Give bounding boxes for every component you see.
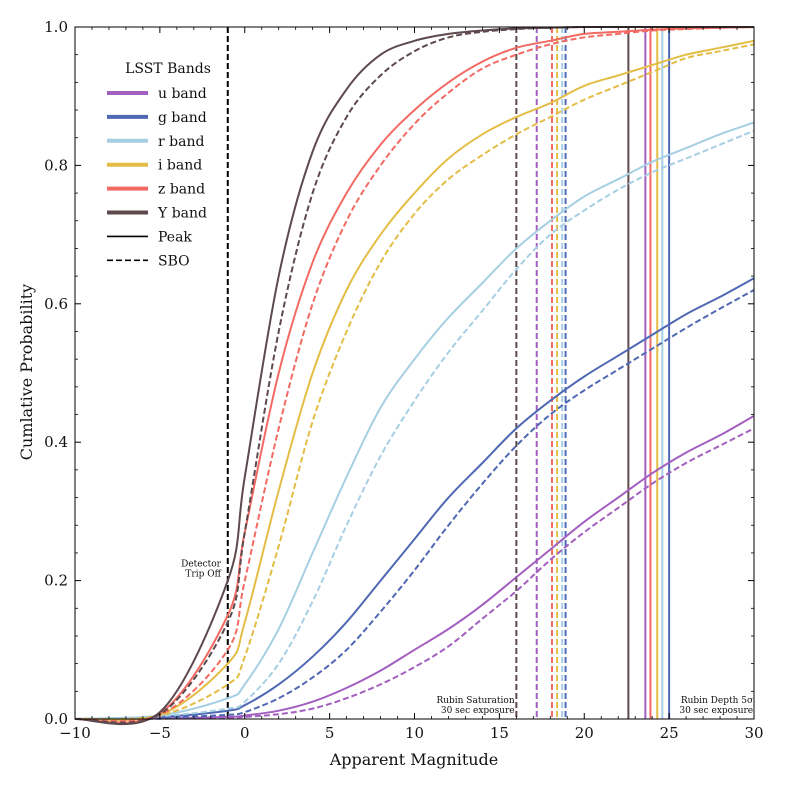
series-line-3 — [74, 289, 755, 720]
y-tick-label-3: 0.6 — [44, 295, 68, 313]
x-tick-label-1: −5 — [149, 724, 171, 742]
series-line-10 — [74, 25, 754, 726]
legend-title: LSST Bands — [125, 61, 211, 77]
annotation-0-line-0: Detector — [181, 560, 222, 570]
x-tick-label-4: 10 — [405, 724, 424, 742]
axes-frame — [74, 26, 755, 720]
series-line-9 — [74, 26, 755, 723]
annotation-1-line-0: Rubin Saturation — [436, 696, 514, 706]
legend-label-6: Peak — [158, 229, 192, 245]
series-line-0 — [74, 415, 755, 720]
x-tick-label-7: 25 — [660, 724, 679, 742]
y-tick-label-0: 0.0 — [44, 710, 68, 728]
legend-label-2: r band — [158, 134, 204, 150]
x-tick-label-0: −10 — [59, 724, 91, 742]
axes: −10 −5 0 5 10 15 20 25 30 0.0 0.2 0.4 0.6 0.8 1.0 — [44, 18, 763, 742]
legend-label-4: z band — [158, 182, 205, 198]
y-axis-label: Cumlative Probability — [17, 284, 36, 460]
annotation-2-line-0: Rubin Depth 5σ — [681, 696, 753, 706]
y-tick-label-2: 0.4 — [44, 433, 68, 451]
legend-label-3: i band — [158, 158, 202, 174]
annotation-1-line-1: 30 sec exposure — [441, 706, 515, 716]
series-line-7 — [74, 43, 755, 721]
series-line-1 — [74, 427, 755, 720]
series-line-6 — [74, 39, 755, 722]
x-tick-label-8: 30 — [744, 724, 763, 742]
legend: LSST Bands u band g band r band i band z band… — [107, 61, 211, 269]
annotation-2-line-1: 30 sec exposure — [679, 706, 753, 716]
legend-label-5: Y band — [157, 206, 207, 222]
y-tick-label-5: 1.0 — [44, 18, 68, 36]
series-line-4 — [74, 121, 755, 720]
plot-area — [74, 25, 755, 726]
series-line-11 — [74, 25, 754, 724]
legend-label-0: u band — [158, 86, 207, 102]
x-tick-label-2: 0 — [240, 724, 250, 742]
y-tick-label-1: 0.2 — [44, 572, 68, 590]
x-tick-label-3: 5 — [325, 724, 335, 742]
annotation-0-line-1: Trip Off — [185, 570, 221, 580]
x-axis-label: Apparent Magnitude — [329, 750, 499, 769]
legend-label-7: SBO — [158, 253, 190, 269]
legend-label-1: g band — [158, 110, 207, 126]
series-line-2 — [74, 277, 755, 720]
y-tick-label-4: 0.8 — [44, 156, 68, 174]
x-tick-label-6: 20 — [575, 724, 594, 742]
x-tick-label-5: 15 — [490, 724, 509, 742]
series-line-8 — [74, 26, 755, 724]
